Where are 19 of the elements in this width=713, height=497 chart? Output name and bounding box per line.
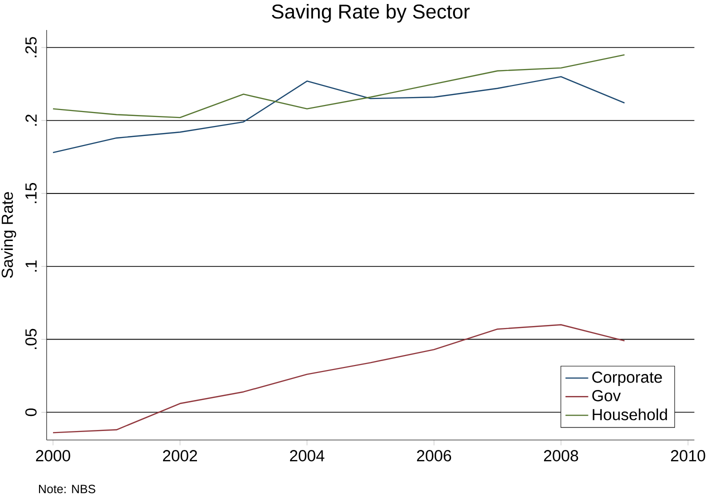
y-tick-label: .25 xyxy=(25,37,37,58)
legend-label: Corporate xyxy=(592,372,662,386)
legend-label: Household xyxy=(592,408,667,420)
x-tick-label: 2000 xyxy=(36,450,70,462)
y-tick-label: .15 xyxy=(25,182,37,204)
x-tick-label: 2006 xyxy=(417,450,452,462)
line-series xyxy=(52,76,626,154)
y-axis-title: Saving Rate xyxy=(1,192,16,278)
chart-title: Saving Rate by Sector xyxy=(272,4,470,23)
y-tick-label: .2 xyxy=(25,114,37,126)
x-tick-label: 2010 xyxy=(671,450,706,462)
y-tick-label: .05 xyxy=(25,328,37,349)
y-tick-label: 0 xyxy=(25,408,37,416)
x-tick-label: 2004 xyxy=(290,450,324,462)
text: Note: NBS xyxy=(39,484,96,494)
legend-label: Gov xyxy=(592,390,621,402)
x-tick-label: 2002 xyxy=(163,450,197,462)
y-tick-label: .1 xyxy=(26,260,37,272)
x-tick-label: 2008 xyxy=(544,450,578,462)
